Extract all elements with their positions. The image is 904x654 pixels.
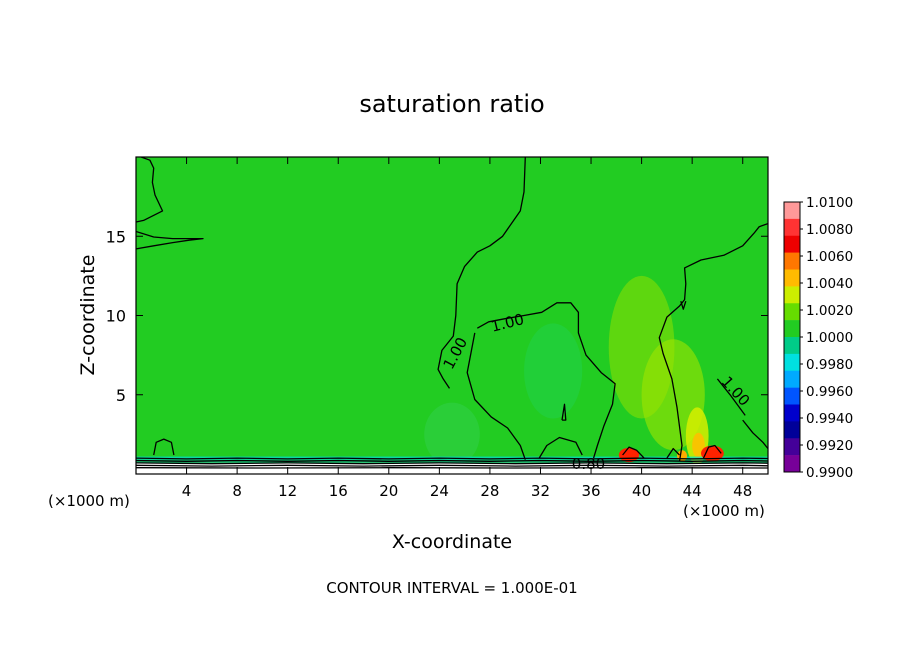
contour-interval-footer: CONTOUR INTERVAL = 1.000E-01 (326, 579, 577, 597)
contour-lines (136, 157, 768, 469)
colorbar-label: 0.9940 (806, 411, 853, 427)
contour-label: 0.80 (572, 455, 605, 473)
surface-hot-spot (676, 450, 688, 462)
chart-title: saturation ratio (359, 90, 544, 118)
colorbar-label: 0.9900 (806, 465, 853, 481)
field-blob (524, 323, 583, 419)
colorbar-label: 1.0040 (806, 276, 853, 292)
x-tick-label: 32 (531, 482, 550, 500)
x-tick-label: 40 (632, 482, 651, 500)
y-axis-label: Z-coordinate (77, 255, 99, 376)
contour-line (716, 378, 746, 416)
colorbar-label: 0.9920 (806, 438, 853, 454)
colorbar-segment (784, 455, 800, 473)
colorbar-segment (784, 421, 800, 439)
contour-line (437, 157, 526, 389)
y-tick-label: 5 (116, 386, 126, 405)
x-tick-label: 20 (379, 482, 398, 500)
contour-line (476, 302, 616, 459)
contour-line (742, 419, 768, 450)
colorbar-segment (784, 320, 800, 338)
colorbar-label: 0.9980 (806, 357, 853, 373)
colorbar-segment (784, 337, 800, 355)
colorbar: 1.0100 1.0080 1.0060 1.0040 1.0020 1.0000 0.99… (783, 195, 853, 481)
colorbar-segment (784, 202, 800, 220)
contour-line (136, 464, 768, 467)
x-tick-label: 24 (430, 482, 449, 500)
x-axis-label: X-coordinate (392, 531, 512, 553)
colorbar-segment (784, 303, 800, 321)
x-axis-ticks: 4 8 12 16 20 24 28 32 36 40 44 48 (182, 157, 752, 500)
y-tick-label: 10 (106, 307, 126, 326)
contour-line (136, 462, 768, 465)
x-unit-left: (×1000 m) (48, 492, 130, 510)
x-tick-label: 36 (581, 482, 600, 500)
contour-line (136, 157, 164, 223)
colorbar-segment (784, 387, 800, 405)
colorbar-segment (784, 218, 800, 237)
colorbar-segment (784, 353, 800, 372)
x-tick-label: 44 (683, 482, 702, 500)
colorbar-segment (784, 370, 800, 388)
colorbar-label: 0.9960 (806, 384, 853, 400)
colorbar-segment (784, 252, 800, 270)
colorbar-label: 1.0100 (806, 195, 853, 211)
plot-area: 1.001.001.000.80 (135, 156, 769, 475)
contour-line (136, 457, 768, 460)
x-tick-label: 28 (480, 482, 499, 500)
x-tick-label: 48 (733, 482, 752, 500)
contour-line (466, 332, 526, 460)
x-tick-label: 8 (232, 482, 242, 500)
colorbar-label: 1.0020 (806, 303, 853, 319)
contour-line (561, 403, 567, 421)
colorbar-segment (784, 438, 800, 456)
field-shading (424, 275, 709, 467)
contour-line (658, 222, 768, 462)
colorbar-segment (784, 235, 800, 253)
colorbar-label: 1.0000 (806, 330, 853, 346)
contour-line (702, 444, 722, 459)
y-tick-label: 15 (106, 227, 126, 246)
x-tick-label: 16 (329, 482, 348, 500)
colorbar-segment (784, 404, 800, 422)
x-tick-label: 4 (182, 482, 192, 500)
contour-line (153, 438, 175, 456)
colorbar-segment (784, 269, 800, 287)
contour-line (136, 459, 768, 462)
contour-line (666, 447, 680, 459)
y-axis-ticks: 5 10 15 (106, 227, 768, 405)
x-unit-right: (×1000 m) (683, 502, 765, 520)
field-blob (424, 402, 480, 467)
contour-line (680, 301, 687, 310)
colorbar-label: 1.0060 (806, 249, 853, 265)
colorbar-segment (784, 286, 800, 304)
x-tick-label: 12 (278, 482, 297, 500)
contour-line (538, 436, 583, 459)
contour-line (622, 446, 645, 459)
contour-line (136, 230, 204, 250)
colorbar-label: 1.0080 (806, 222, 853, 238)
